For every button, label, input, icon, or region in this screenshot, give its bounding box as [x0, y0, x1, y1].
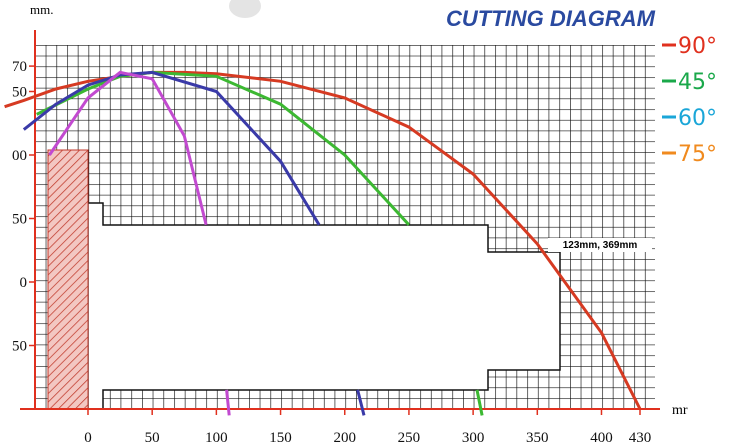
x-tick-label: 430 [629, 430, 652, 446]
x-tick-label: 250 [398, 430, 421, 446]
chart-title: CUTTING DIAGRAM [446, 6, 656, 31]
x-axis-label: mr [672, 403, 688, 418]
legend-label: 45° [678, 70, 717, 95]
x-tick-label: 150 [269, 430, 292, 446]
tool-holder [47, 149, 89, 410]
x-tick-label: 100 [205, 430, 228, 446]
legend-label: 60° [678, 106, 717, 131]
legend-label: 90° [678, 34, 717, 59]
legend-label: 75° [678, 142, 717, 167]
curve [22, 70, 366, 416]
curve [36, 70, 484, 416]
y-tick-label: 0 [20, 275, 28, 291]
y-tick-label: 50 [12, 85, 27, 101]
y-tick-label: 00 [12, 148, 27, 164]
annotation-bg [548, 238, 652, 252]
x-tick-label: 50 [145, 430, 160, 446]
x-tick-label: 200 [333, 430, 356, 446]
y-tick-label: 50 [12, 212, 27, 228]
y-axis-label: mm. [30, 2, 53, 17]
x-tick-label: 350 [526, 430, 549, 446]
y-tick-label: 70 [12, 59, 27, 75]
curve [4, 70, 642, 410]
x-tick-label: 400 [590, 430, 613, 446]
x-tick-label: 0 [84, 430, 92, 446]
annotation: 123mm, 369mm [563, 240, 638, 251]
blur-spot [229, 0, 261, 18]
curve [48, 70, 231, 416]
x-tick-label: 300 [462, 430, 485, 446]
y-tick-label: 50 [12, 339, 27, 355]
